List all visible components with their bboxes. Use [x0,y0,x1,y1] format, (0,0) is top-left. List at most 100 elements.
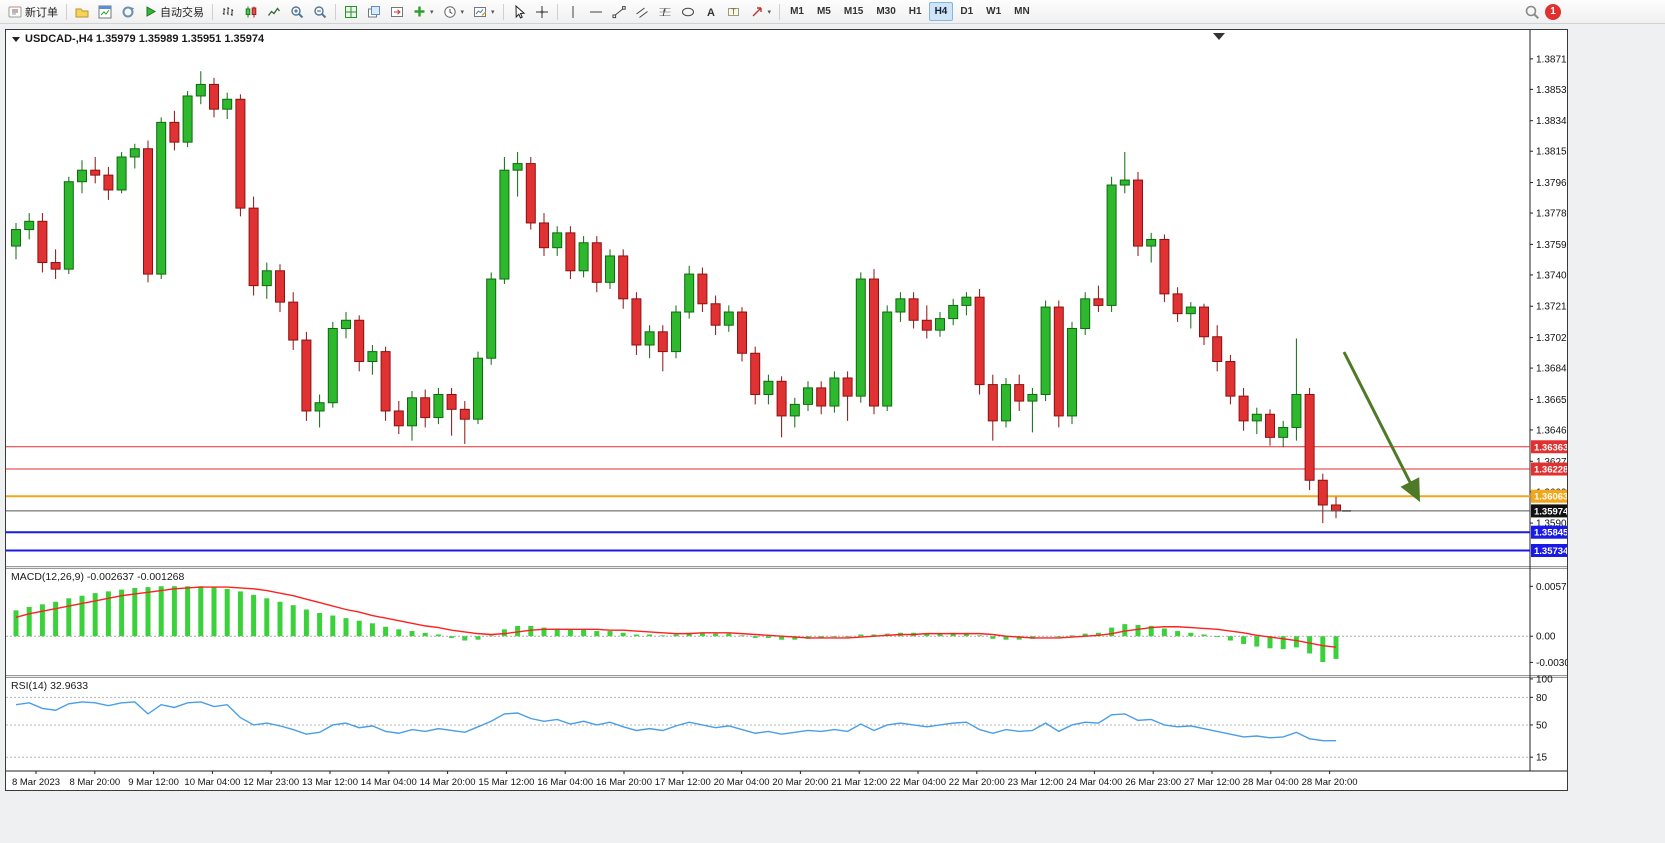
text-label-icon: T [727,7,739,16]
chart-window: 1.38715 1.38530 1.38340 1.38155 1.37965 1.377… [5,29,1568,791]
candlestick-chart-button[interactable] [240,1,262,22]
macd-histogram [13,586,1339,663]
svg-text:14 Mar 04:00: 14 Mar 04:00 [361,777,417,788]
svg-text:1.37590: 1.37590 [1536,240,1567,251]
svg-text:T: T [731,7,736,16]
svg-text:1.38155: 1.38155 [1536,147,1567,158]
new-order-label: 新订单 [25,6,58,19]
svg-text:80: 80 [1536,693,1548,704]
svg-text:16 Mar 20:00: 16 Mar 20:00 [596,777,652,788]
horizontal-line-tool-button[interactable] [585,1,607,22]
new-chart-icon [98,5,112,18]
templates-button[interactable]: ▾ [469,1,499,22]
add-indicator-plus-icon [414,6,425,17]
trendline-tool-button[interactable] [608,1,630,22]
svg-text:1.35734: 1.35734 [1534,546,1567,557]
timeframe-d1-button[interactable]: D1 [954,2,979,21]
svg-text:9 Mar 12:00: 9 Mar 12:00 [128,777,179,788]
svg-text:100: 100 [1536,674,1553,685]
ellipse-shape-icon [681,7,694,16]
bar-chart-icon [222,6,234,16]
fibonacci-icon: f [659,7,671,19]
play-icon [146,6,157,17]
svg-text:1.36228: 1.36228 [1534,465,1567,476]
svg-text:15: 15 [1536,753,1548,764]
svg-text:20 Mar 20:00: 20 Mar 20:00 [772,777,828,788]
crosshair-icon [535,5,548,18]
cursor-arrow-icon [515,4,525,19]
shapes-tool-button[interactable] [677,1,699,22]
chart-shift-button[interactable] [386,1,408,22]
channel-tool-button[interactable] [631,1,653,22]
new-order-icon [8,6,22,17]
zoom-in-button[interactable] [286,1,308,22]
timeframe-m1-button[interactable]: M1 [784,2,810,21]
notification-badge[interactable]: 1 [1545,3,1561,20]
timeframe-mn-button[interactable]: MN [1008,2,1036,21]
text-tool-button[interactable]: A [700,1,722,22]
fibonacci-tool-button[interactable]: f [654,1,676,22]
toolbar-separator [556,3,558,20]
svg-text:1.38340: 1.38340 [1536,116,1567,127]
arrows-tool-button[interactable]: ▾ [746,1,776,22]
new-order-button[interactable]: 新订单 [4,1,62,22]
svg-text:21 Mar 12:00: 21 Mar 12:00 [831,777,887,788]
trend-arrow-annotation [1342,351,1421,503]
crosshair-button[interactable] [531,1,553,22]
svg-text:0.00: 0.00 [1536,632,1556,643]
svg-text:8 Mar 2023: 8 Mar 2023 [12,777,60,788]
toolbar-separator [212,3,213,20]
toolbar: 新订单 自动交易 ▾ ▾ ▾ f A T ▾ M1 M5 M15 M30 H1 … [0,0,1665,24]
svg-text:1.35845: 1.35845 [1534,528,1567,539]
svg-text:50: 50 [1536,720,1548,731]
price-badge: 1.35845 [1531,525,1567,539]
arrow-tool-icon [752,6,762,16]
vertical-line-icon [572,5,574,18]
svg-text:1.36465: 1.36465 [1536,425,1567,436]
svg-text:8 Mar 20:00: 8 Mar 20:00 [69,777,120,788]
svg-text:1.37780: 1.37780 [1536,209,1567,220]
zoom-out-icon [314,5,327,18]
search-icon [1525,5,1540,19]
chart-canvas[interactable]: 1.38715 1.38530 1.38340 1.38155 1.37965 1.377… [6,30,1567,790]
svg-text:A: A [707,7,715,19]
profiles-folder-icon [75,8,89,17]
candles [11,71,1341,524]
profiles-button[interactable] [71,1,93,22]
svg-text:17 Mar 12:00: 17 Mar 12:00 [655,777,711,788]
svg-text:1.38530: 1.38530 [1536,85,1567,96]
timeframe-h1-button[interactable]: H1 [903,2,928,21]
timeframe-h4-button[interactable]: H4 [928,2,954,21]
svg-text:1.36275: 1.36275 [1536,457,1567,468]
auto-trading-button[interactable]: 自动交易 [140,1,208,22]
timeframe-m5-button[interactable]: M5 [811,2,837,21]
text-label-tool-button[interactable]: T [723,1,745,22]
indicators-button[interactable]: ▾ [409,1,438,22]
svg-text:1.36840: 1.36840 [1536,364,1567,375]
template-chart-icon [474,6,487,17]
toolbar-separator [502,3,504,20]
zoom-out-button[interactable] [309,1,331,22]
cascade-windows-button[interactable] [363,1,385,22]
refresh-button[interactable] [117,1,139,22]
svg-text:0.005789: 0.005789 [1536,582,1567,593]
clock-icon [443,5,456,18]
search-button[interactable] [1520,1,1544,22]
bar-chart-button[interactable] [217,1,239,22]
svg-text:28 Mar 04:00: 28 Mar 04:00 [1243,777,1299,788]
svg-text:1.36363: 1.36363 [1534,442,1567,453]
svg-text:15 Mar 12:00: 15 Mar 12:00 [478,777,534,788]
timeframe-w1-button[interactable]: W1 [980,2,1007,21]
periods-button[interactable]: ▾ [439,1,469,22]
svg-text:1.38715: 1.38715 [1536,54,1567,65]
chart-shift-marker [1213,33,1225,40]
line-chart-button[interactable] [263,1,285,22]
svg-text:1.35974: 1.35974 [1534,506,1567,517]
timeframe-m30-button[interactable]: M30 [870,2,901,21]
dropdown-caret-icon: ▾ [460,8,465,16]
vertical-line-tool-button[interactable] [562,1,584,22]
timeframe-m15-button[interactable]: M15 [838,2,869,21]
new-chart-button[interactable] [94,1,116,22]
tile-windows-button[interactable] [340,1,362,22]
cursor-button[interactable] [508,1,530,22]
